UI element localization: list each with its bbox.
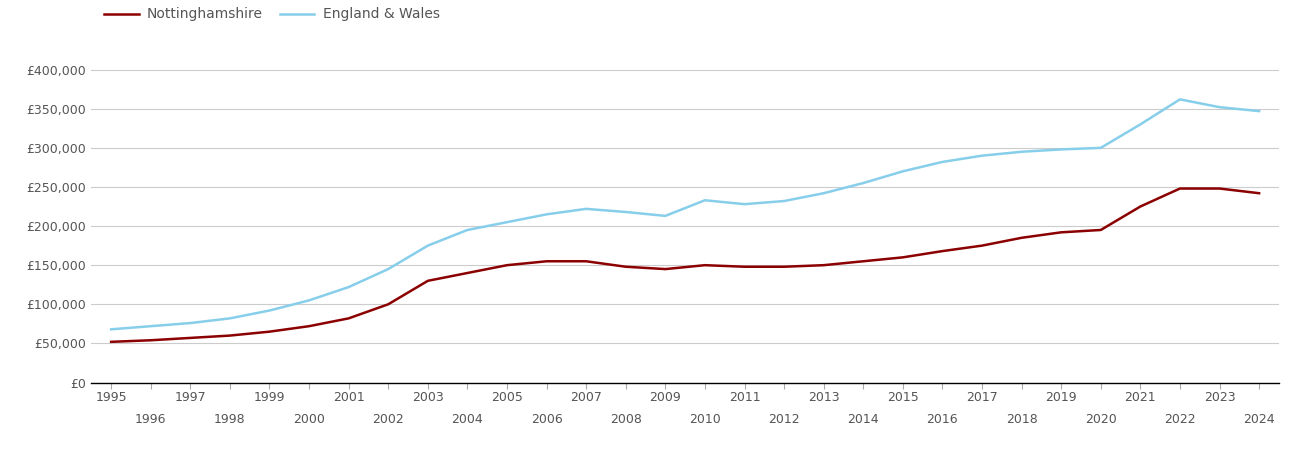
Text: 2008: 2008 (609, 413, 642, 426)
Nottinghamshire (737, 264, 753, 270)
Text: 2004: 2004 (452, 413, 483, 426)
England & Wales (816, 190, 831, 196)
England & Wales (420, 243, 436, 248)
England & Wales (1212, 104, 1228, 110)
Text: 1996: 1996 (134, 413, 167, 426)
England & Wales (1251, 108, 1267, 114)
England & Wales (262, 308, 278, 313)
Nottinghamshire (539, 259, 555, 264)
Nottinghamshire (1212, 186, 1228, 191)
Text: 2018: 2018 (1006, 413, 1037, 426)
England & Wales (737, 202, 753, 207)
Nottinghamshire (183, 335, 198, 341)
Nottinghamshire (619, 264, 634, 270)
England & Wales (1133, 122, 1148, 127)
Nottinghamshire (895, 255, 911, 260)
Nottinghamshire (381, 302, 397, 307)
Line: Nottinghamshire: Nottinghamshire (111, 189, 1259, 342)
Nottinghamshire (934, 248, 950, 254)
Legend: Nottinghamshire, England & Wales: Nottinghamshire, England & Wales (98, 2, 445, 27)
Nottinghamshire (1133, 204, 1148, 209)
England & Wales (895, 169, 911, 174)
Nottinghamshire (459, 270, 475, 276)
England & Wales (934, 159, 950, 165)
Nottinghamshire (856, 259, 872, 264)
Text: 2014: 2014 (847, 413, 880, 426)
England & Wales (301, 298, 317, 303)
Nottinghamshire (1014, 235, 1030, 240)
England & Wales (539, 212, 555, 217)
England & Wales (459, 227, 475, 233)
England & Wales (1094, 145, 1109, 151)
Text: 2002: 2002 (372, 413, 405, 426)
Text: 2010: 2010 (689, 413, 720, 426)
Nottinghamshire (262, 329, 278, 334)
England & Wales (1172, 97, 1188, 102)
Nottinghamshire (1251, 190, 1267, 196)
Nottinghamshire (420, 278, 436, 284)
Line: England & Wales: England & Wales (111, 99, 1259, 329)
Text: 2012: 2012 (769, 413, 800, 426)
Text: 2006: 2006 (531, 413, 562, 426)
Text: 2024: 2024 (1244, 413, 1275, 426)
England & Wales (856, 180, 872, 186)
Text: 1998: 1998 (214, 413, 245, 426)
England & Wales (1053, 147, 1069, 152)
Nottinghamshire (1094, 227, 1109, 233)
Nottinghamshire (341, 315, 356, 321)
Text: 2016: 2016 (927, 413, 958, 426)
England & Wales (1014, 149, 1030, 154)
England & Wales (183, 320, 198, 326)
England & Wales (103, 327, 119, 332)
England & Wales (619, 209, 634, 215)
England & Wales (776, 198, 792, 204)
Nottinghamshire (103, 339, 119, 345)
England & Wales (144, 324, 159, 329)
Nottinghamshire (1053, 230, 1069, 235)
Nottinghamshire (144, 338, 159, 343)
Nottinghamshire (816, 262, 831, 268)
England & Wales (381, 266, 397, 272)
Text: 2022: 2022 (1164, 413, 1195, 426)
Nottinghamshire (658, 266, 673, 272)
England & Wales (975, 153, 990, 158)
England & Wales (697, 198, 713, 203)
Nottinghamshire (1172, 186, 1188, 191)
Nottinghamshire (697, 262, 713, 268)
Nottinghamshire (301, 324, 317, 329)
England & Wales (658, 213, 673, 219)
Text: 2000: 2000 (294, 413, 325, 426)
Text: 2020: 2020 (1084, 413, 1117, 426)
Nottinghamshire (776, 264, 792, 270)
England & Wales (222, 315, 238, 321)
Nottinghamshire (222, 333, 238, 338)
Nottinghamshire (500, 262, 515, 268)
England & Wales (500, 220, 515, 225)
England & Wales (578, 206, 594, 211)
Nottinghamshire (975, 243, 990, 248)
England & Wales (341, 284, 356, 290)
Nottinghamshire (578, 259, 594, 264)
